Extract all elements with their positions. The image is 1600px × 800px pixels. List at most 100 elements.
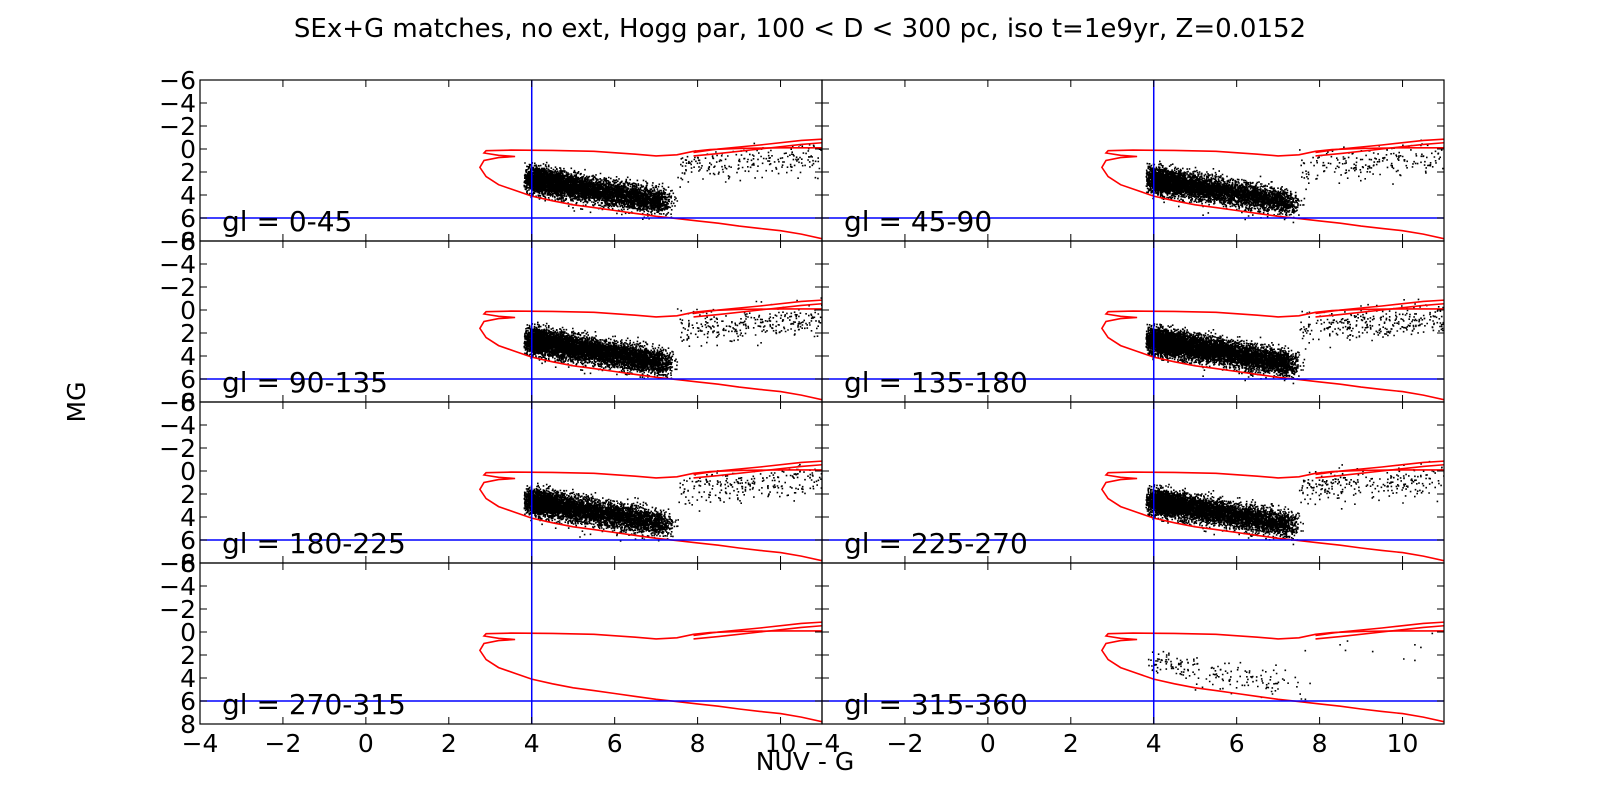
- y-tick-label: 4: [180, 503, 196, 532]
- y-tick-label: 8: [180, 388, 196, 417]
- y-tick-label: 4: [180, 664, 196, 693]
- x-tick-label: 10: [1387, 729, 1419, 758]
- y-tick-label: 0: [180, 618, 196, 647]
- isochrone-giant-branch: [693, 138, 822, 157]
- panel-label: gl = 225-270: [844, 527, 1028, 560]
- panel-label: gl = 180-225: [222, 527, 406, 560]
- isochrone-giant-branch: [1315, 621, 1444, 640]
- y-tick-label: −2: [159, 273, 196, 302]
- isochrone-main-branch: [1100, 308, 1444, 401]
- y-tick-label: 4: [180, 181, 196, 210]
- isochrone-main-branch: [478, 469, 822, 562]
- panel-frame: [821, 562, 1445, 725]
- x-tick-label: 0: [980, 729, 996, 758]
- y-tick-label: 2: [180, 319, 196, 348]
- panel-label: gl = 45-90: [844, 205, 992, 238]
- panel-label: gl = 315-360: [844, 688, 1028, 721]
- x-tick-label: 8: [1312, 729, 1328, 758]
- y-tick-label: 2: [180, 480, 196, 509]
- panel-label: gl = 135-180: [844, 366, 1028, 399]
- y-tick-label: 0: [180, 296, 196, 325]
- chart-title: SEx+G matches, no ext, Hogg par, 100 < D…: [294, 14, 1306, 44]
- scatter-points: [523, 142, 822, 220]
- y-tick-label: 6: [180, 365, 196, 394]
- y-tick-label: −4: [159, 89, 196, 118]
- isochrone-giant-branch: [1315, 460, 1444, 479]
- panel-4: gl = 135-180: [821, 240, 1445, 403]
- y-tick-label: −4: [159, 572, 196, 601]
- y-tick-label: 8: [180, 549, 196, 578]
- panel-plot-area: [200, 402, 822, 563]
- panel-plot-area: [822, 80, 1444, 241]
- isochrone-main-branch: [1100, 469, 1444, 562]
- x-tick-label: −2: [265, 729, 302, 758]
- x-tick-label: 10: [765, 729, 797, 758]
- y-tick-label: 8: [180, 710, 196, 739]
- isochrone-main-branch: [478, 308, 822, 401]
- y-tick-label: 2: [180, 641, 196, 670]
- panel-label: gl = 90-135: [222, 366, 388, 399]
- scatter-points: [1145, 460, 1444, 546]
- y-axis-label: MG: [62, 382, 91, 423]
- y-tick-label: −6: [159, 388, 196, 417]
- y-tick-label: −4: [159, 411, 196, 440]
- y-tick-label: −6: [159, 549, 196, 578]
- y-tick-label: 4: [180, 342, 196, 371]
- y-tick-label: 0: [180, 135, 196, 164]
- x-tick-label: 6: [1229, 729, 1245, 758]
- isochrone-giant-branch: [1315, 299, 1444, 318]
- scatter-points: [1147, 632, 1434, 701]
- y-tick-label: 6: [180, 526, 196, 555]
- y-tick-label: 2: [180, 158, 196, 187]
- y-tick-label: 8: [180, 227, 196, 256]
- x-tick-label: −4: [804, 729, 841, 758]
- y-tick-label: −6: [159, 66, 196, 95]
- y-tick-label: −4: [159, 250, 196, 279]
- isochrone-giant-branch: [693, 460, 822, 479]
- scatter-points: [523, 297, 822, 380]
- scatter-points: [523, 463, 822, 542]
- y-tick-label: 6: [180, 204, 196, 233]
- panel-6: gl = 225-270: [821, 401, 1445, 564]
- panel-plot-area: [200, 241, 822, 402]
- panel-plot-area: [200, 80, 822, 241]
- isochrone-main-branch: [1100, 630, 1444, 723]
- x-tick-label: 2: [1063, 729, 1079, 758]
- isochrone-giant-branch: [1315, 138, 1444, 157]
- scatter-points: [1145, 298, 1444, 385]
- y-tick-label: −2: [159, 112, 196, 141]
- y-tick-label: 6: [180, 687, 196, 716]
- x-axis-label: NUV - G: [756, 747, 854, 776]
- panel-2: gl = 45-90: [821, 79, 1445, 242]
- x-tick-label: 4: [524, 729, 540, 758]
- x-tick-label: 2: [441, 729, 457, 758]
- x-tick-label: 8: [690, 729, 706, 758]
- isochrone-giant-branch: [693, 299, 822, 318]
- y-tick-label: 0: [180, 457, 196, 486]
- x-tick-label: 6: [607, 729, 623, 758]
- panel-plot-area: [200, 563, 822, 724]
- isochrone-main-branch: [478, 147, 822, 240]
- isochrone-giant-branch: [693, 621, 822, 640]
- panel-label: gl = 270-315: [222, 688, 406, 721]
- y-tick-label: −6: [159, 227, 196, 256]
- panel-plot-area: [822, 241, 1444, 402]
- x-tick-label: −2: [887, 729, 924, 758]
- panel-label: gl = 0-45: [222, 205, 352, 238]
- x-tick-label: 4: [1146, 729, 1162, 758]
- panel-plot-area: [822, 563, 1444, 724]
- x-tick-label: 0: [358, 729, 374, 758]
- x-tick-label: −4: [182, 729, 219, 758]
- panel-8: −4 −2 0 2 4 6 8 10 gl = 315-360: [804, 562, 1445, 758]
- isochrone-main-branch: [478, 630, 822, 723]
- y-tick-label: −2: [159, 595, 196, 624]
- panel-plot-area: [822, 402, 1444, 563]
- scatter-points: [1145, 139, 1444, 224]
- y-tick-label: −2: [159, 434, 196, 463]
